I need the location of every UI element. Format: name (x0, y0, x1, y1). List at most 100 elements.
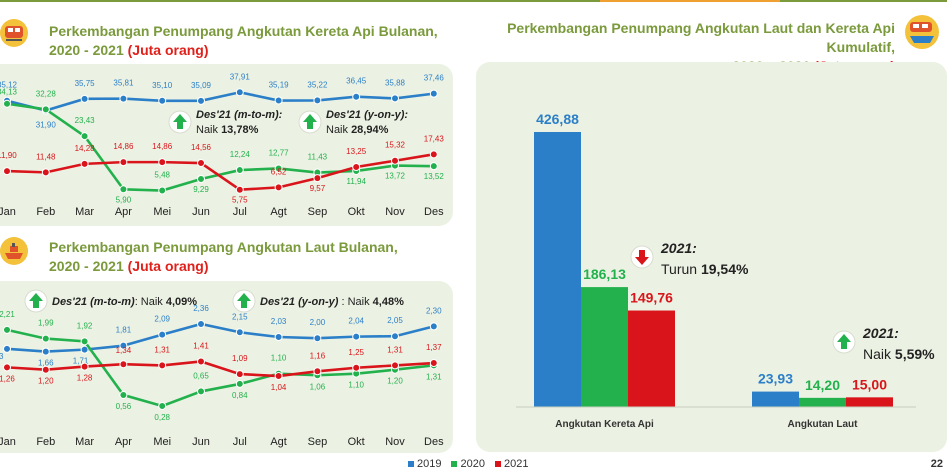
data-label-2021: 1,25 (348, 348, 364, 357)
data-point-2020 (80, 337, 89, 346)
bar-value-label-2021: 15,00 (852, 376, 887, 392)
data-label-2019: 2,09 (154, 315, 170, 324)
data-label-2020: 1,10 (271, 354, 287, 363)
train-2021-down-arrow (635, 250, 649, 265)
data-label-2020: 13,52 (424, 172, 445, 181)
data-label-2020: 0,28 (154, 413, 170, 422)
series-line-2019 (6, 322, 435, 353)
bar-value-label-2021: 149,76 (630, 290, 673, 306)
legend-item-2019: 2019 (408, 458, 441, 470)
data-label-2021: 14,56 (191, 143, 212, 152)
series-line-2021 (6, 360, 434, 378)
data-point-2020 (119, 185, 128, 194)
train-2021-text: Turun 19,54% (661, 261, 749, 277)
data-point-2019 (429, 322, 438, 331)
train-ship-icon (902, 14, 942, 50)
train-mtm-up-arrow (173, 114, 187, 129)
series-line-2019 (6, 90, 434, 112)
data-point-2019 (391, 94, 399, 103)
x-tick-label: Jan (0, 206, 16, 218)
x-category-label: Angkutan Kereta Api (555, 419, 654, 430)
x-tick-label: Jan (0, 436, 16, 448)
data-point-2021 (41, 365, 50, 374)
data-label-2021: 11,48 (36, 152, 56, 161)
train-icon (0, 18, 32, 48)
data-point-2021 (429, 359, 438, 368)
x-tick-label: Feb (36, 436, 55, 448)
ship-icon (0, 236, 32, 266)
data-label-2019: 2,15 (232, 312, 248, 321)
data-point-2021 (313, 174, 322, 183)
train-yoy-label: Des'21 (y-on-y): (326, 109, 408, 121)
x-tick-label: Mei (153, 436, 171, 448)
data-label-2019: 1,71 (73, 357, 89, 366)
data-label-2020: 11,94 (346, 177, 366, 186)
x-tick-label: Okt (348, 436, 365, 448)
data-point-2021 (352, 163, 361, 171)
train-monthly-title-line1: Perkembangan Penumpang Angkutan Kereta A… (49, 23, 438, 39)
x-tick-label: Jun (192, 436, 210, 448)
x-tick-label: Jun (192, 206, 210, 218)
data-label-2019: 35,10 (152, 81, 173, 90)
data-label-2021: 1,26 (0, 374, 15, 383)
x-tick-label: Agt (270, 206, 287, 218)
data-point-2021 (235, 370, 244, 379)
data-label-2021: 1,41 (193, 341, 209, 350)
data-label-2021: 14,28 (75, 144, 96, 153)
cumulative-panel: 426,88 186,13 149,76 Angkutan Kereta Api 23,… (476, 62, 947, 452)
bar-2019 (752, 391, 799, 407)
train-monthly-panel: Jan Feb Mar Apr Mei Jun Jul Agt Sep Okt Nov Des 35,1… (0, 64, 453, 226)
data-label-2019: 35,12 (0, 81, 18, 90)
data-point-2021 (197, 357, 205, 366)
data-point-2019 (391, 332, 399, 341)
data-point-2021 (274, 183, 283, 192)
bar-2021 (846, 397, 893, 407)
data-point-2021 (3, 167, 11, 176)
bar-value-label-2020: 186,13 (583, 266, 626, 282)
x-category-label: Angkutan Laut (788, 419, 859, 430)
data-point-2021 (3, 363, 11, 372)
x-tick-label: Mei (153, 206, 171, 218)
train-2021-value: 19,54% (701, 261, 749, 277)
data-label-2019: 2,00 (310, 318, 326, 327)
data-point-2021 (274, 372, 283, 381)
train-yoy-text: Naik 28,94% (326, 124, 389, 136)
series-line-2020 (6, 328, 434, 408)
data-label-2020: 5,48 (154, 171, 170, 180)
sea-mtm-value: 4,09% (166, 296, 197, 308)
data-point-2019 (235, 88, 244, 97)
x-tick-label: Nov (385, 206, 405, 218)
data-label-2019: 1,81 (116, 326, 132, 335)
data-label-2020: 2,21 (0, 310, 15, 319)
data-point-2020 (429, 162, 438, 171)
data-point-2019 (274, 96, 283, 105)
data-label-2020: 0,84 (232, 391, 248, 400)
sea-monthly-panel: Jan Feb Mar Apr Mei Jun Jul Agt Sep Okt Nov Des 73 1,… (0, 281, 453, 453)
data-point-2021 (80, 159, 89, 168)
train-monthly-title-line2: 2020 - 2021 (49, 42, 124, 58)
data-point-2020 (158, 402, 167, 410)
data-label-2019: 35,88 (385, 78, 406, 87)
data-point-2021 (80, 362, 89, 371)
data-point-2019 (158, 96, 167, 105)
data-label-2019: 37,91 (230, 72, 251, 81)
train-mtm-label: Des'21 (m-to-m): (196, 109, 283, 121)
train-mtm-value: 13,78% (221, 124, 259, 136)
x-tick-label: Mar (75, 206, 94, 218)
data-point-2021 (119, 360, 128, 369)
data-point-2019 (158, 330, 167, 339)
data-point-2020 (41, 334, 50, 343)
data-label-2020: 9,29 (193, 185, 209, 194)
data-point-2020 (119, 390, 128, 399)
data-label-2021: 1,04 (271, 383, 287, 392)
data-label-2019: 2,36 (193, 304, 209, 313)
x-tick-label: Okt (348, 206, 365, 218)
data-point-2019 (313, 96, 322, 105)
data-point-2020 (197, 175, 205, 183)
data-point-2019 (119, 94, 128, 103)
data-point-2020 (197, 387, 205, 396)
data-label-2021: 1,09 (232, 354, 248, 363)
x-tick-label: Agt (270, 436, 287, 448)
data-point-2019 (429, 89, 438, 98)
data-label-2019: 35,19 (269, 81, 290, 90)
